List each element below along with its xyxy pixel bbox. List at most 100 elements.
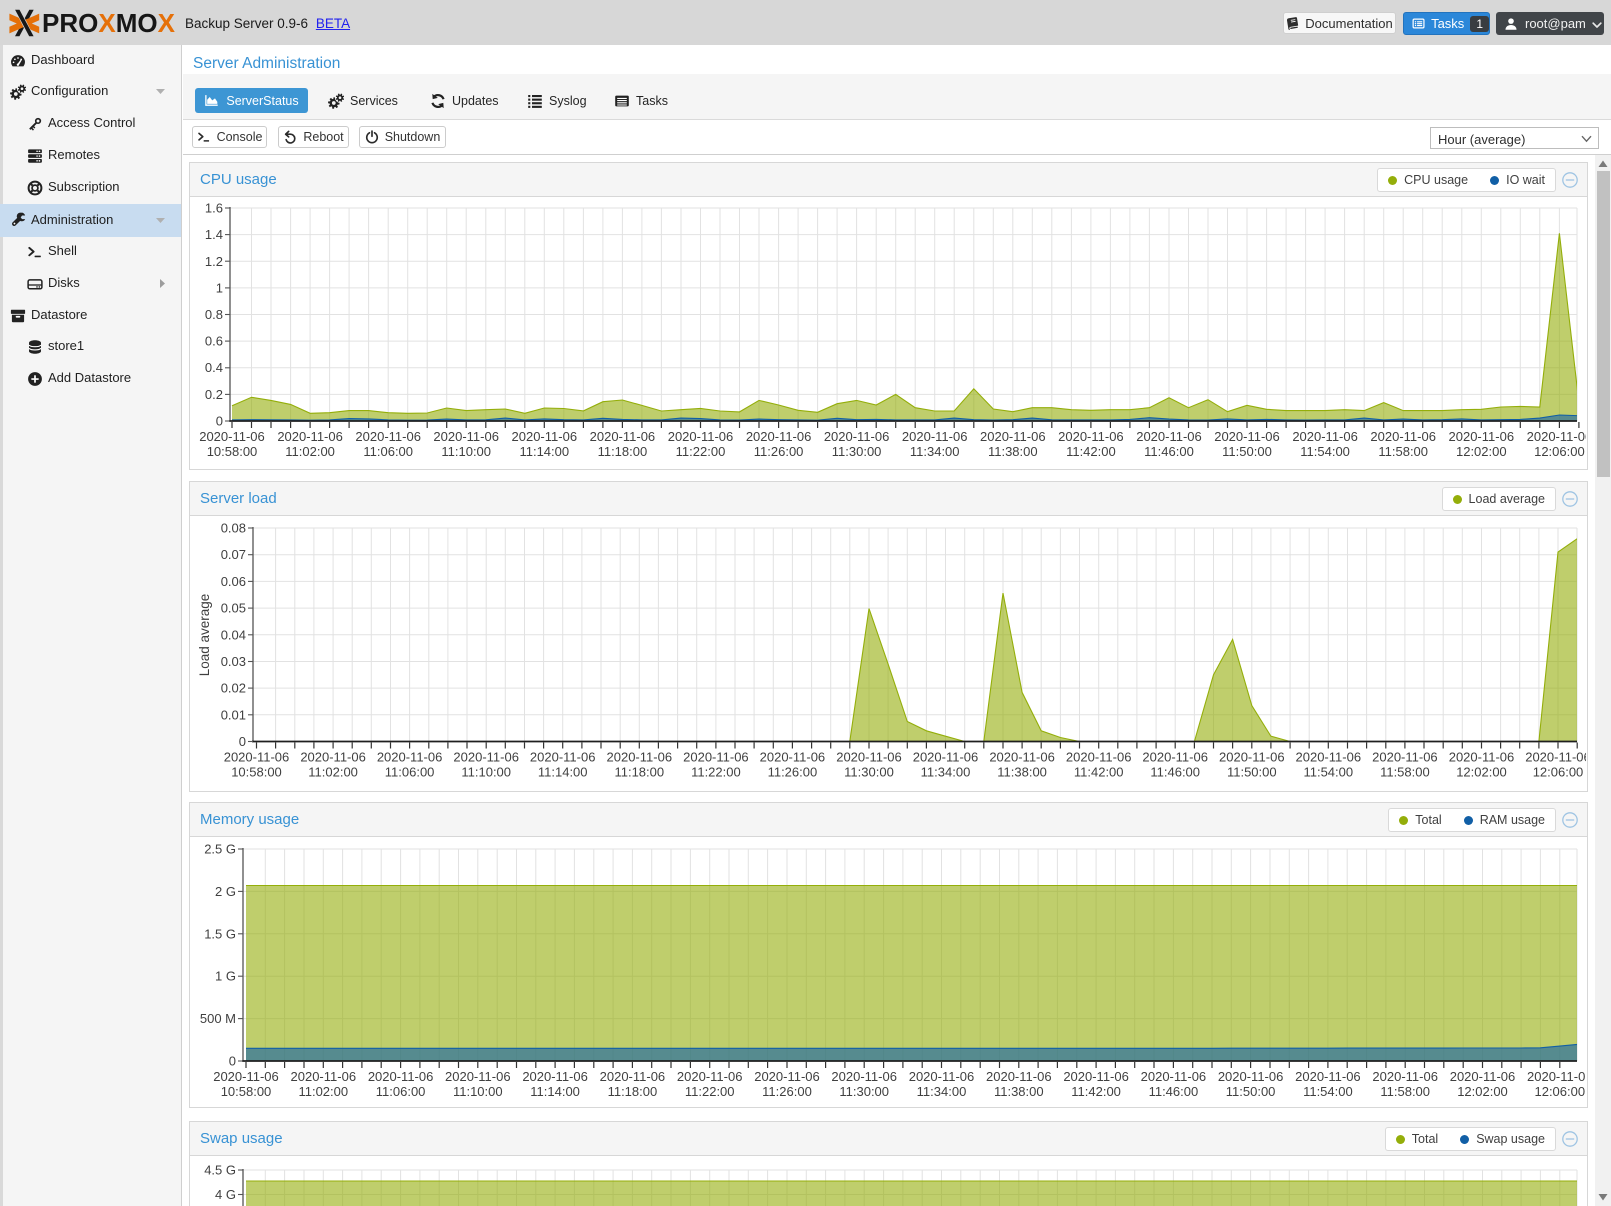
svg-text:11:10:00: 11:10:00 [461, 765, 511, 780]
svg-text:11:46:00: 11:46:00 [1149, 1084, 1199, 1099]
svg-text:2020-11-06: 2020-11-06 [1141, 1069, 1207, 1084]
svg-text:11:42:00: 11:42:00 [1071, 1084, 1121, 1099]
svg-text:11:06:00: 11:06:00 [376, 1084, 426, 1099]
svg-text:2.5 G: 2.5 G [204, 842, 236, 857]
svg-text:2020-11-06: 2020-11-06 [1372, 1069, 1438, 1084]
svg-text:2020-11-06: 2020-11-06 [824, 429, 890, 444]
svg-text:2020-11-06: 2020-11-06 [746, 429, 812, 444]
svg-text:0.02: 0.02 [221, 681, 246, 696]
svg-text:2020-11-06: 2020-11-06 [1142, 750, 1208, 765]
svg-text:11:30:00: 11:30:00 [839, 1084, 889, 1099]
svg-text:2020-11-06: 2020-11-06 [1063, 1069, 1129, 1084]
svg-text:11:18:00: 11:18:00 [608, 1084, 658, 1099]
svg-text:2020-11-06: 2020-11-06 [986, 1069, 1052, 1084]
svg-text:11:46:00: 11:46:00 [1150, 765, 1200, 780]
svg-text:0: 0 [239, 734, 246, 749]
svg-text:1.6: 1.6 [205, 201, 223, 216]
svg-text:2020-11-06: 2020-11-06 [902, 429, 968, 444]
svg-text:2020-11-06: 2020-11-06 [1214, 429, 1280, 444]
svg-text:2020-11-06: 2020-11-06 [1136, 429, 1202, 444]
svg-text:11:22:00: 11:22:00 [691, 765, 741, 780]
svg-text:2020-11-06: 2020-11-06 [1219, 750, 1285, 765]
svg-text:0.07: 0.07 [221, 547, 246, 562]
svg-text:0: 0 [229, 1054, 236, 1069]
svg-text:4.5 G: 4.5 G [204, 1163, 236, 1178]
svg-text:2020-11-06: 2020-11-06 [913, 750, 979, 765]
svg-text:0.2: 0.2 [205, 387, 223, 402]
svg-text:11:50:00: 11:50:00 [1227, 765, 1277, 780]
svg-text:11:26:00: 11:26:00 [754, 444, 804, 459]
svg-text:2020-11-06: 2020-11-06 [224, 750, 290, 765]
svg-text:2020-11-06: 2020-11-06 [1449, 750, 1515, 765]
svg-text:11:26:00: 11:26:00 [762, 1084, 812, 1099]
svg-text:2020-11-06: 2020-11-06 [291, 1069, 357, 1084]
svg-text:11:02:00: 11:02:00 [298, 1084, 348, 1099]
svg-text:11:18:00: 11:18:00 [614, 765, 664, 780]
svg-text:11:34:00: 11:34:00 [921, 765, 971, 780]
svg-text:11:10:00: 11:10:00 [453, 1084, 503, 1099]
svg-text:11:22:00: 11:22:00 [685, 1084, 735, 1099]
svg-text:11:34:00: 11:34:00 [910, 444, 960, 459]
svg-text:11:58:00: 11:58:00 [1380, 1084, 1430, 1099]
svg-text:2020-11-06: 2020-11-06 [522, 1069, 588, 1084]
svg-text:11:38:00: 11:38:00 [988, 444, 1038, 459]
svg-text:11:38:00: 11:38:00 [997, 765, 1047, 780]
svg-text:2020-11-06: 2020-11-06 [677, 1069, 743, 1084]
svg-text:0: 0 [216, 414, 223, 429]
svg-text:0.03: 0.03 [221, 654, 246, 669]
svg-text:11:54:00: 11:54:00 [1303, 1084, 1353, 1099]
svg-text:11:38:00: 11:38:00 [994, 1084, 1044, 1099]
svg-text:2020-11-06: 2020-11-06 [590, 429, 656, 444]
svg-text:2 G: 2 G [215, 884, 236, 899]
svg-text:2020-11-06: 2020-11-06 [199, 429, 265, 444]
svg-text:2020-11-06: 2020-11-06 [760, 750, 826, 765]
svg-text:500 M: 500 M [200, 1011, 236, 1026]
svg-text:11:30:00: 11:30:00 [832, 444, 882, 459]
svg-text:2020-11-06: 2020-11-06 [1292, 429, 1358, 444]
svg-text:11:10:00: 11:10:00 [441, 444, 491, 459]
svg-text:2020-11-06: 2020-11-06 [909, 1069, 975, 1084]
svg-text:2020-11-06: 2020-11-06 [1527, 1069, 1586, 1084]
svg-text:11:02:00: 11:02:00 [285, 444, 335, 459]
svg-text:11:50:00: 11:50:00 [1226, 1084, 1276, 1099]
svg-text:2020-11-06: 2020-11-06 [989, 750, 1055, 765]
svg-text:11:54:00: 11:54:00 [1303, 765, 1353, 780]
svg-text:11:50:00: 11:50:00 [1222, 444, 1272, 459]
svg-text:0.6: 0.6 [205, 334, 223, 349]
svg-text:11:14:00: 11:14:00 [538, 765, 588, 780]
svg-text:2020-11-06: 2020-11-06 [530, 750, 596, 765]
svg-text:1: 1 [216, 280, 223, 295]
svg-text:11:06:00: 11:06:00 [363, 444, 413, 459]
svg-text:2020-11-06: 2020-11-06 [1372, 750, 1438, 765]
svg-text:11:14:00: 11:14:00 [519, 444, 569, 459]
svg-text:11:06:00: 11:06:00 [385, 765, 435, 780]
svg-text:2020-11-06: 2020-11-06 [445, 1069, 511, 1084]
svg-text:2020-11-06: 2020-11-06 [1296, 750, 1362, 765]
svg-text:11:58:00: 11:58:00 [1378, 444, 1428, 459]
svg-text:2020-11-06: 2020-11-06 [213, 1069, 279, 1084]
svg-text:2020-11-06: 2020-11-06 [512, 429, 578, 444]
svg-text:10:58:00: 10:58:00 [231, 765, 282, 780]
svg-text:11:34:00: 11:34:00 [917, 1084, 967, 1099]
svg-text:12:06:00: 12:06:00 [1534, 1084, 1585, 1099]
svg-text:1.5 G: 1.5 G [204, 926, 236, 941]
svg-text:2020-11-06: 2020-11-06 [754, 1069, 820, 1084]
svg-text:11:42:00: 11:42:00 [1074, 765, 1124, 780]
svg-text:0.06: 0.06 [221, 574, 246, 589]
svg-text:2020-11-06: 2020-11-06 [1066, 750, 1132, 765]
svg-text:2020-11-06: 2020-11-06 [683, 750, 749, 765]
svg-text:2020-11-06: 2020-11-06 [668, 429, 734, 444]
svg-text:2020-11-06: 2020-11-06 [607, 750, 673, 765]
svg-text:1 G: 1 G [215, 969, 236, 984]
svg-text:0.05: 0.05 [221, 601, 246, 616]
svg-text:2020-11-06: 2020-11-06 [980, 429, 1046, 444]
svg-text:1.2: 1.2 [205, 254, 223, 269]
svg-text:2020-11-06: 2020-11-06 [453, 750, 519, 765]
svg-text:4 G: 4 G [215, 1187, 236, 1202]
svg-text:1.4: 1.4 [205, 227, 223, 242]
svg-text:2020-11-06: 2020-11-06 [277, 429, 343, 444]
svg-text:2020-11-06: 2020-11-06 [300, 750, 366, 765]
svg-text:2020-11-06: 2020-11-06 [831, 1069, 897, 1084]
svg-text:2020-11-06: 2020-11-06 [600, 1069, 666, 1084]
svg-text:0.4: 0.4 [205, 360, 223, 375]
